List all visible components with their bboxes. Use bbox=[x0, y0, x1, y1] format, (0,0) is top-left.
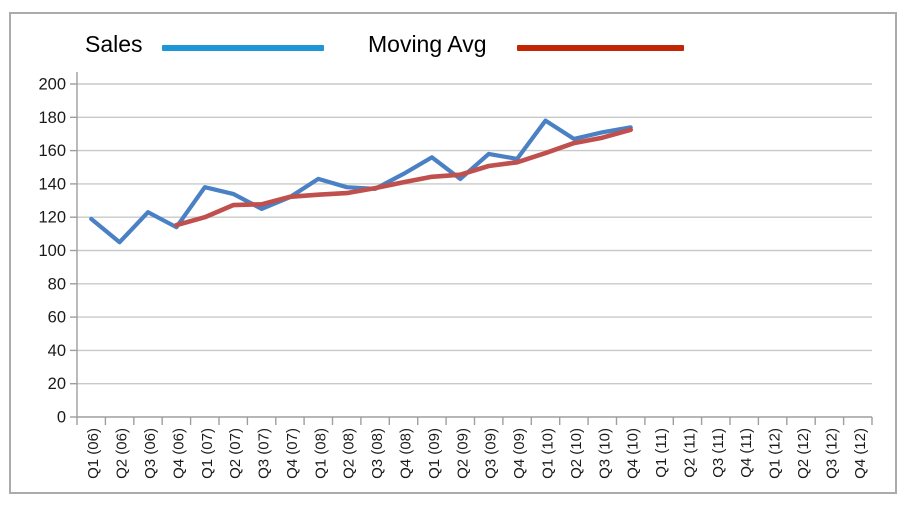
y-axis-label: 160 bbox=[38, 142, 66, 160]
series-line-moving-avg bbox=[174, 127, 634, 228]
x-axis-label: Q2 (10) bbox=[568, 428, 585, 479]
y-axis-label: 180 bbox=[38, 109, 66, 127]
x-axis-label: Q1 (10) bbox=[540, 428, 557, 479]
y-axis-label: 200 bbox=[38, 76, 66, 94]
x-axis-label: Q3 (11) bbox=[710, 428, 727, 478]
x-axis-label: Q2 (07) bbox=[227, 428, 244, 479]
x-axis-label: Q4 (12) bbox=[852, 428, 869, 479]
y-axis-label: 60 bbox=[48, 309, 66, 327]
legend-label-moving-avg: Moving Avg bbox=[368, 31, 487, 57]
y-axis-label: 120 bbox=[38, 209, 66, 227]
series-line-sales bbox=[89, 118, 633, 245]
y-axis-label: 20 bbox=[48, 375, 66, 393]
x-axis-label: Q4 (07) bbox=[284, 428, 301, 479]
x-axis-label: Q3 (10) bbox=[596, 428, 613, 479]
x-axis-label: Q4 (08) bbox=[398, 428, 415, 479]
y-axis-label: 140 bbox=[38, 175, 66, 193]
x-axis-label: Q3 (12) bbox=[823, 428, 840, 479]
x-axis-label: Q2 (06) bbox=[114, 428, 131, 479]
moving-avg-line-swatch-icon bbox=[517, 45, 684, 51]
x-axis-label: Q3 (09) bbox=[483, 428, 500, 479]
x-axis-label: Q2 (09) bbox=[454, 428, 471, 479]
x-axis-label: Q2 (11) bbox=[681, 428, 698, 478]
x-axis-label: Q4 (09) bbox=[511, 428, 528, 479]
line-chart-plot-area: 0 20 40 60 80 100 120 140 160 180 200 Q1 (06) Q2 (06… bbox=[38, 72, 873, 479]
x-axis-label: Q3 (07) bbox=[256, 428, 273, 479]
x-axis-label: Q1 (08) bbox=[312, 428, 329, 479]
x-axis-label: Q2 (12) bbox=[795, 428, 812, 479]
x-axis-label: Q4 (11) bbox=[738, 428, 755, 478]
sales-line-swatch-icon bbox=[162, 45, 324, 51]
y-axis-label: 80 bbox=[48, 275, 66, 293]
x-axis-label: Q4 (06) bbox=[170, 428, 187, 479]
legend: Sales Moving Avg bbox=[11, 14, 895, 78]
chart-frame: Sales Moving Avg 0 20 40 60 80 100 120 140 160 18… bbox=[9, 12, 897, 494]
x-axis-label: Q1 (07) bbox=[199, 428, 216, 479]
x-axis-label: Q1 (12) bbox=[767, 428, 784, 479]
x-axis-label: Q4 (10) bbox=[625, 428, 642, 479]
x-axis-label: Q1 (09) bbox=[426, 428, 443, 479]
x-axis-label: Q3 (06) bbox=[142, 428, 159, 479]
y-axis-label: 100 bbox=[38, 242, 66, 260]
x-axis-label: Q3 (08) bbox=[369, 428, 386, 479]
x-axis-label: Q2 (08) bbox=[341, 428, 358, 479]
x-axis-label: Q1 (06) bbox=[85, 428, 102, 479]
x-axis-label: Q1 (11) bbox=[653, 428, 670, 478]
y-axis-label: 0 bbox=[57, 409, 66, 427]
legend-label-sales: Sales bbox=[85, 31, 143, 57]
y-axis-label: 40 bbox=[48, 342, 66, 360]
